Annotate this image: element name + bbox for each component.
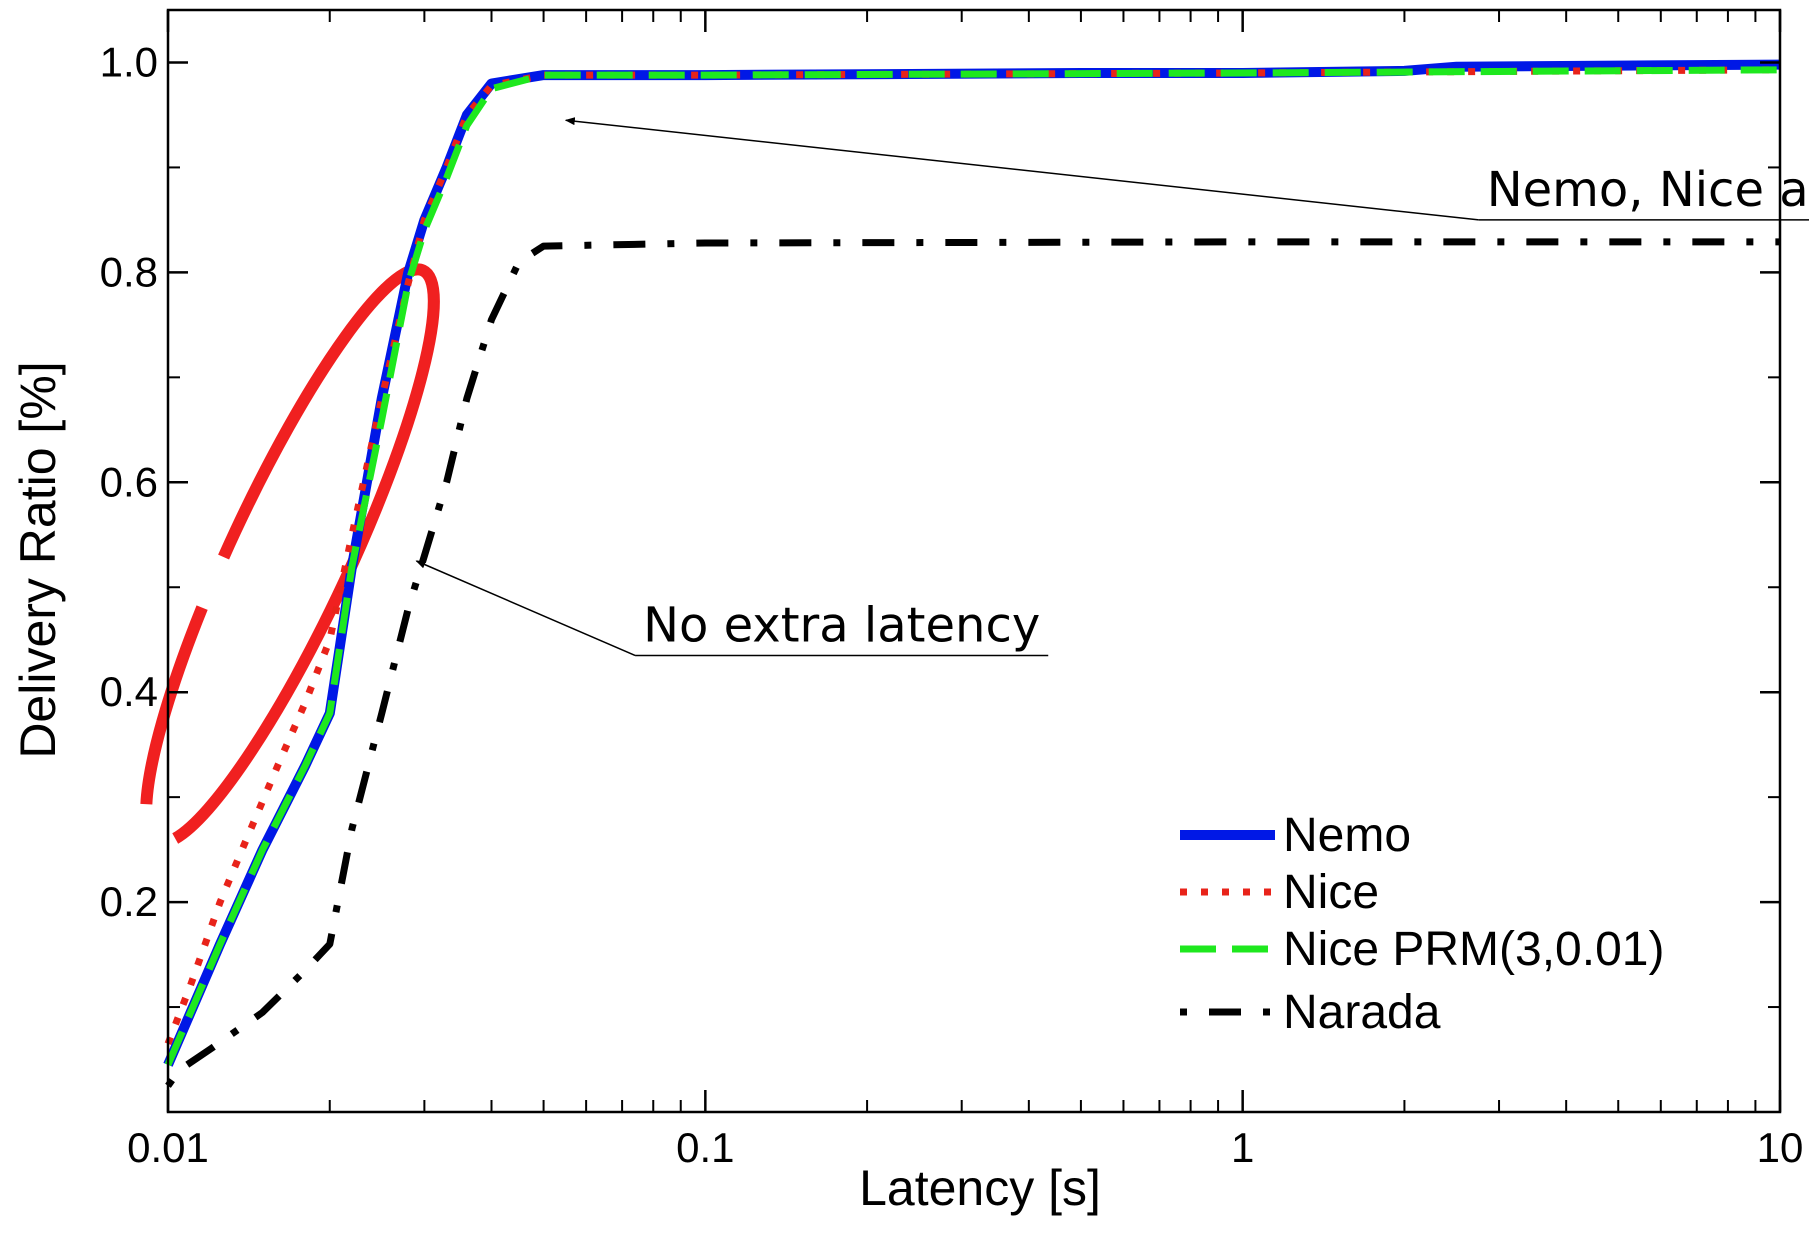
y-axis-label: Delivery Ratio [%] [10, 361, 66, 758]
y-tick-label: 1.0 [100, 38, 158, 85]
plot-frame [166, 8, 1782, 1114]
annotation-label: No extra latency [643, 597, 1040, 653]
y-tick-label: 0.2 [100, 878, 158, 925]
highlight-ellipse-layer [140, 263, 440, 849]
annotation-arrow [415, 560, 636, 657]
x-tick-label: 0.01 [127, 1124, 209, 1171]
legend-label: Nice PRM(3,0.01) [1283, 923, 1664, 976]
legend-label: Narada [1283, 986, 1441, 1039]
highlight-ellipse [140, 263, 440, 849]
x-tick-label: 1 [1231, 1124, 1254, 1171]
legend-label: Nice [1283, 866, 1379, 919]
annotation-arrow [564, 117, 1479, 221]
y-tick-label: 0.8 [100, 248, 158, 295]
x-tick-label: 10 [1757, 1124, 1804, 1171]
x-axis-label: Latency [s] [859, 1160, 1101, 1216]
y-tick-label: 0.4 [100, 668, 158, 715]
annotation-layer: Nemo, Nice and Nice PRM overlap No extra … [415, 117, 1809, 657]
y-tick-label: 0.6 [100, 458, 158, 505]
annotation-label: Nemo, Nice and Nice PRM overlap [1487, 162, 1809, 218]
series-layer [163, 59, 1781, 1088]
axes-layer: 0.01 0.1 1 10 0.2 0.4 0.6 0.8 1.0 [100, 8, 1804, 1171]
legend-label: Nemo [1283, 809, 1411, 862]
x-tick-label: 0.1 [676, 1124, 734, 1171]
series-line-nice-prm-3-0-01 [164, 66, 1781, 1067]
